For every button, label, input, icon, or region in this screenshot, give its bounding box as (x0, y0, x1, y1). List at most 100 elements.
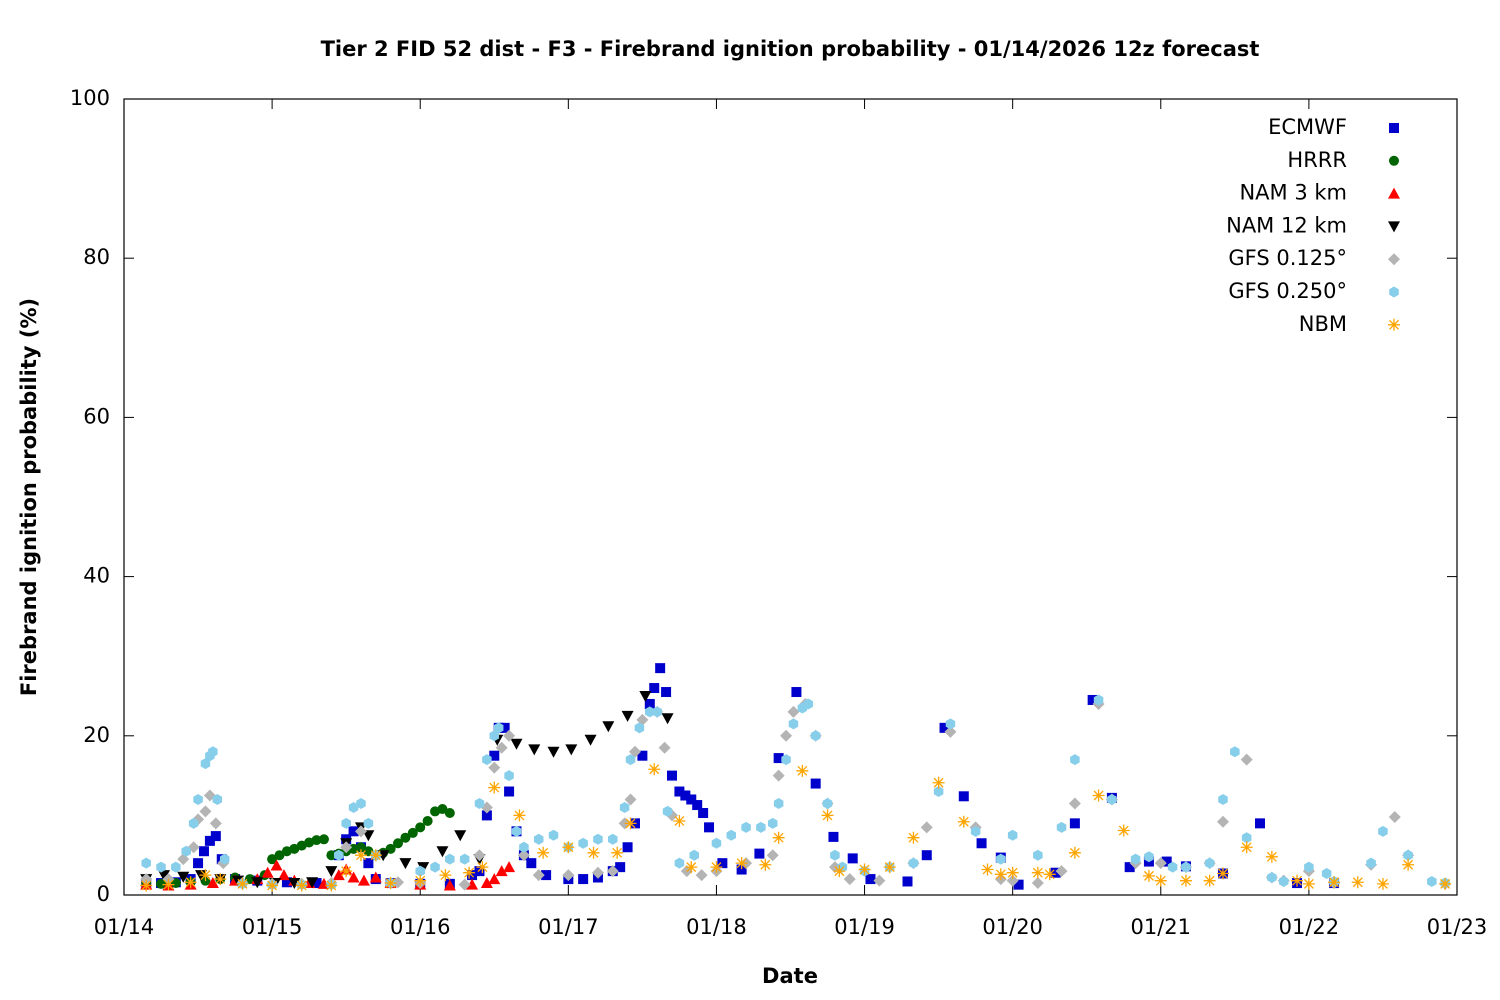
point (996, 853, 1006, 865)
point (503, 729, 516, 742)
legend-marker (1389, 286, 1399, 298)
point (773, 797, 784, 809)
point (1240, 753, 1253, 766)
point (517, 849, 530, 862)
point (625, 754, 636, 766)
point (251, 877, 264, 889)
point (306, 877, 319, 889)
legend-marker (1388, 318, 1400, 331)
x-tick-label: 01/15 (242, 915, 303, 939)
point (767, 817, 778, 829)
point (156, 878, 167, 889)
point (661, 713, 674, 725)
point (717, 858, 728, 869)
point (488, 873, 501, 885)
x-tick-label: 01/20 (982, 915, 1043, 939)
point (611, 846, 624, 859)
point (847, 853, 858, 864)
point (639, 691, 652, 702)
point (1366, 857, 1376, 869)
point (821, 809, 834, 822)
legend-label: GFS 0.250° (1228, 279, 1347, 303)
point (756, 821, 766, 833)
legend: ECMWF HRRR NAM 3 km NAM 12 km GFS 0.125° GFS … (1226, 115, 1400, 336)
point (658, 741, 671, 754)
point (274, 850, 285, 861)
point (199, 805, 212, 818)
point (474, 797, 485, 809)
point (219, 853, 230, 865)
y-tick-label: 0 (97, 882, 110, 906)
point (759, 858, 772, 871)
point (803, 698, 814, 710)
point (970, 825, 981, 837)
legend-marker (1389, 155, 1399, 166)
point (1218, 793, 1228, 805)
point (1376, 877, 1389, 890)
point (482, 754, 492, 766)
point (932, 776, 945, 789)
point (325, 879, 338, 892)
legend-label: NAM 12 km (1226, 213, 1347, 237)
point (994, 868, 1007, 881)
point (400, 832, 411, 843)
point (184, 876, 197, 889)
point (1031, 877, 1044, 890)
point (1203, 874, 1216, 887)
point (295, 879, 308, 892)
point (288, 878, 301, 890)
point (488, 781, 501, 794)
point (341, 817, 351, 829)
point (908, 857, 919, 869)
point (495, 741, 508, 754)
point (177, 871, 190, 883)
point (828, 831, 839, 842)
point (266, 879, 279, 892)
point (1265, 850, 1278, 863)
point (357, 874, 370, 886)
point (976, 838, 987, 849)
point (644, 698, 655, 709)
point (788, 718, 799, 730)
point (1154, 874, 1167, 887)
point (333, 849, 344, 861)
legend-marker (1389, 123, 1399, 133)
point (689, 849, 699, 861)
point (593, 833, 603, 845)
point (463, 866, 476, 879)
point (1070, 754, 1080, 766)
x-tick-label: 01/18 (686, 915, 747, 939)
point (214, 873, 227, 886)
point (489, 730, 500, 742)
point (318, 834, 329, 845)
point (711, 837, 722, 849)
plot-frame (123, 98, 1458, 896)
point (200, 758, 211, 770)
point (958, 791, 969, 802)
point (907, 831, 920, 844)
point (1107, 793, 1117, 805)
point (1302, 877, 1315, 890)
point (393, 838, 404, 849)
legend-label: ECMWF (1268, 115, 1347, 139)
point (1291, 874, 1304, 887)
point (1403, 849, 1413, 861)
point (193, 793, 203, 805)
point (340, 865, 353, 878)
y-tick-label: 100 (70, 86, 110, 110)
point (1388, 810, 1401, 823)
point (1006, 874, 1019, 887)
point (602, 721, 615, 733)
point (476, 861, 489, 874)
point (645, 706, 655, 718)
point (1056, 821, 1067, 833)
point (355, 842, 366, 853)
point (526, 858, 537, 869)
x-tick-label: 01/22 (1279, 915, 1340, 939)
point (157, 870, 170, 882)
point (787, 705, 800, 718)
point (772, 831, 785, 844)
y-axis-label: Firebrand ignition probability (%) (17, 298, 41, 696)
point (1241, 832, 1252, 844)
point (193, 858, 204, 869)
